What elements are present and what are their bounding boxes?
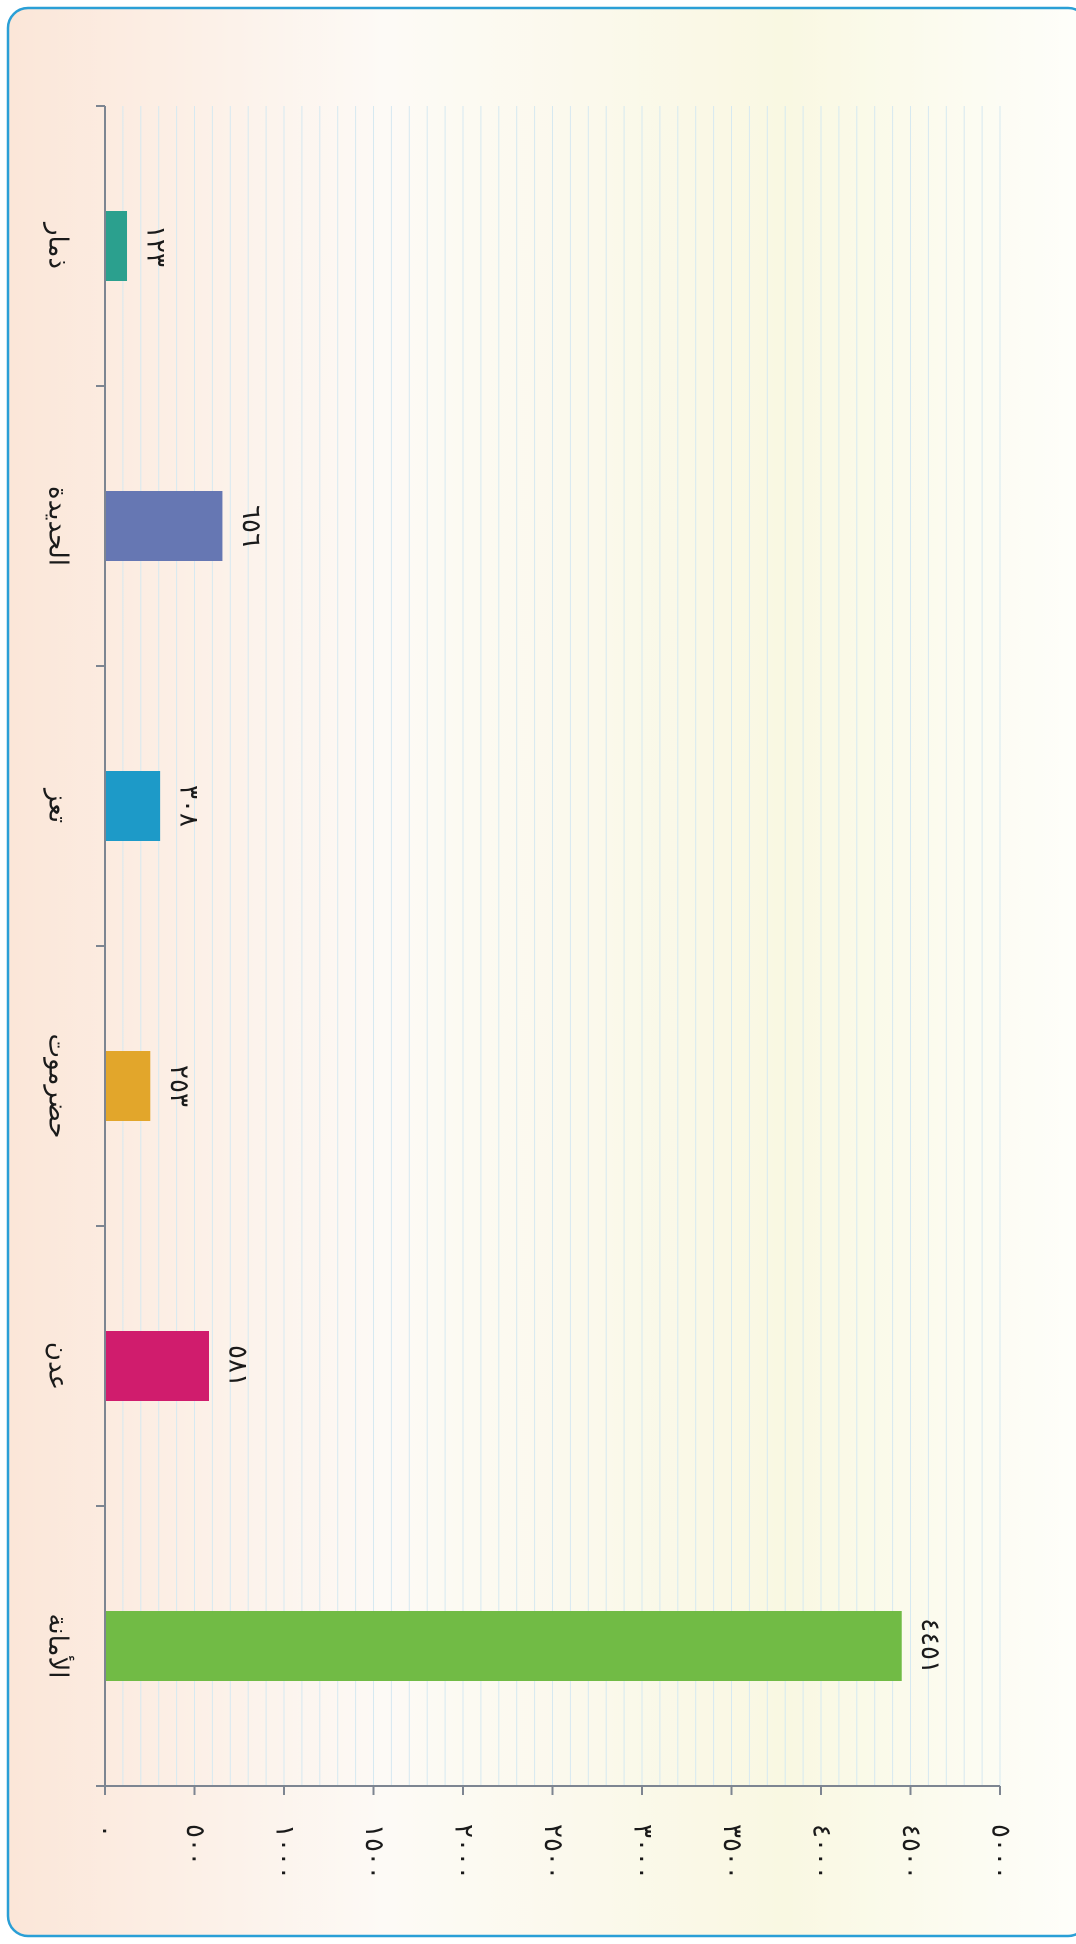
tick-label: ٤٥٠٠ — [896, 1824, 926, 1880]
tick-label: ٥٠٠٠ — [986, 1824, 1016, 1880]
bar — [105, 211, 128, 281]
bars — [105, 211, 902, 1681]
data-label: ١٢٣ — [141, 225, 171, 267]
category-label: ذمار — [43, 221, 73, 269]
gridlines — [122, 106, 1001, 1786]
category-label: عدن — [43, 1342, 73, 1390]
data-label: ٣٠٨ — [174, 785, 204, 827]
category-label: الحديدة — [43, 486, 73, 566]
bar — [105, 491, 223, 561]
tick-label: ٠ — [91, 1824, 121, 1838]
tick-label: ٣٥٠٠ — [717, 1824, 747, 1880]
category-label: الأمانة — [43, 1613, 76, 1678]
data-label: ٢٥٣ — [164, 1065, 194, 1107]
tick-label: ١٠٠٠ — [270, 1824, 300, 1880]
tick-label: ٥٠٠ — [180, 1824, 210, 1866]
category-label: تعز — [43, 787, 73, 823]
bar — [105, 1611, 902, 1681]
axes — [96, 105, 1001, 1795]
bar — [105, 1051, 151, 1121]
tick-label: ٢٠٠٠ — [449, 1824, 479, 1880]
chart-frame — [6, 6, 1076, 1938]
data-label: ٤٤٥١ — [915, 1618, 945, 1674]
tick-label: ٢٥٠٠ — [538, 1824, 568, 1880]
tick-label: ٣٠٠٠ — [628, 1824, 658, 1880]
tick-label: ١٥٠٠ — [359, 1824, 389, 1880]
tick-label: ٤٠٠٠ — [807, 1824, 837, 1880]
category-label: حضرموت — [43, 1034, 73, 1139]
data-label: ٥٨١ — [222, 1345, 252, 1387]
labels: ٠ ٥٠٠ ١٠٠٠ ١٥٠٠ ٢٠٠٠ ٢٥٠٠ ٣٠٠٠ ٣٥٠٠ ٤٠٠٠ ٤٥٠٠ ٥٠٠٠… — [43, 221, 1016, 1880]
bar — [105, 771, 161, 841]
bar — [105, 1331, 209, 1401]
data-label: ٦٥٦ — [236, 505, 266, 547]
